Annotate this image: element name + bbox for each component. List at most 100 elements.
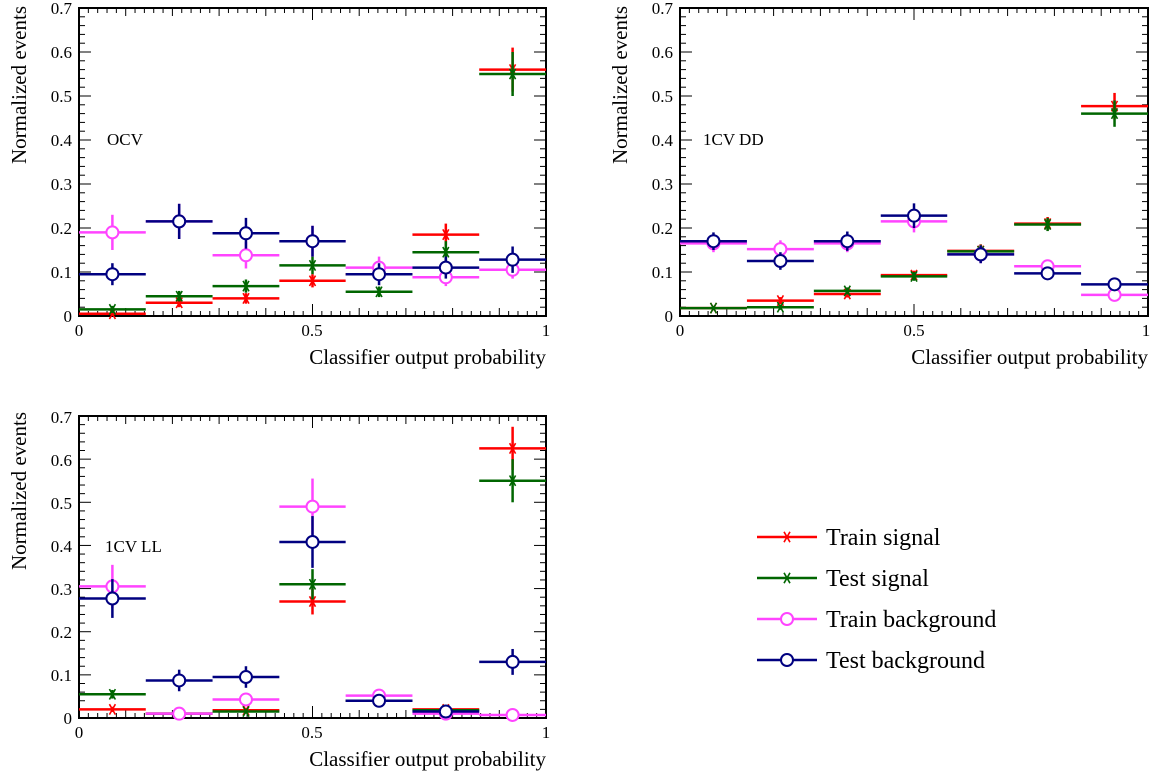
y-tick-label: 0.3 [51, 580, 72, 599]
data-point-test-background [773, 254, 788, 268]
data-point-train-signal [240, 292, 252, 304]
data-point-train-background [105, 225, 120, 240]
data-point-test-background [305, 534, 320, 549]
data-point-test-background [706, 234, 721, 249]
y-tick-label: 0.2 [51, 623, 72, 642]
y-tick-label: 0.2 [51, 219, 72, 238]
y-tick-label: 0.7 [51, 0, 73, 18]
data-point-train-background [305, 499, 320, 514]
data-point-test-signal [240, 280, 252, 292]
panel-1cv-dd: 0 0.1 0.2 0.3 0.4 0.5 0.6 0.7 0 0.5 1 Cl… [608, 0, 1150, 369]
plot-frame [679, 7, 1149, 317]
y-tick-label: 0.5 [51, 87, 72, 106]
y-tick-label: 0.1 [51, 666, 72, 685]
y-axis-title: Normalized events [7, 6, 31, 164]
y-tick-label: 0.3 [652, 175, 673, 194]
data-point-test-background [907, 208, 921, 223]
data-point-test-background [372, 693, 387, 708]
data-point-test-signal [106, 303, 119, 315]
y-axis-title: Normalized events [608, 6, 632, 164]
panel-1cv-ll: 0 0.1 0.2 0.3 0.4 0.5 0.6 0.7 0 0.5 1 Cl… [7, 408, 550, 771]
data-point-test-background [238, 226, 253, 241]
data-point-test-signal [1108, 108, 1121, 120]
series-test-background [79, 203, 546, 286]
y-tick-label: 0.1 [652, 263, 673, 282]
legend-label-train-signal: Train signal [826, 525, 941, 551]
y-tick-label: 0.7 [51, 408, 73, 427]
data-point-train-background [238, 248, 253, 263]
data-point-train-background [505, 707, 520, 722]
x-axis-title: Classifier output probability [309, 345, 546, 369]
data-point-test-signal [1041, 218, 1054, 231]
series-test-background [79, 516, 546, 719]
data-point-train-background [172, 706, 187, 721]
legend-marker-test-background [780, 653, 794, 667]
data-point-test-signal [841, 285, 854, 297]
data-point-test-background [172, 214, 187, 229]
y-tick-label: 0.3 [51, 175, 72, 194]
panel-label: 1CV DD [703, 130, 764, 149]
legend-label-train-background: Train background [826, 607, 996, 633]
panel-label: 1CV LL [105, 537, 162, 556]
data-point-test-background [238, 670, 253, 685]
series-test-signal [79, 52, 546, 315]
x-tick-label: 0 [75, 723, 84, 742]
y-tick-label: 0.4 [51, 131, 73, 150]
y-tick-label: 0.1 [51, 263, 72, 282]
x-tick-label: 1 [542, 321, 551, 340]
data-point-test-signal [173, 290, 186, 302]
x-tick-label: 0.5 [903, 321, 924, 340]
data-point-test-background [105, 591, 120, 606]
data-point-test-background [1107, 277, 1122, 292]
data-point-test-background [840, 234, 855, 249]
x-tick-label: 0.5 [301, 723, 322, 742]
data-point-test-background [973, 247, 988, 262]
y-tick-label: 0.5 [51, 494, 72, 513]
y-tick-label: 0.7 [652, 0, 674, 18]
y-tick-label: 0.6 [51, 451, 72, 470]
data-point-test-signal [707, 302, 720, 314]
x-tick-label: 1 [542, 723, 551, 742]
y-tick-label: 0.2 [652, 219, 673, 238]
legend: Train signal Test signal Train backgroun… [757, 525, 996, 674]
legend-marker-train-signal [781, 531, 793, 543]
y-axis-title: Normalized events [7, 412, 31, 570]
legend-label-test-signal: Test signal [826, 566, 929, 592]
y-tick-label: 0.4 [652, 131, 674, 150]
data-point-train-signal [506, 442, 519, 454]
x-tick-label: 0.5 [301, 321, 322, 340]
data-point-train-signal [439, 229, 452, 241]
legend-marker-train-background [780, 612, 794, 626]
data-point-train-signal [306, 275, 319, 287]
y-tick-label: 0.6 [51, 43, 72, 62]
x-tick-label: 0 [75, 321, 84, 340]
data-point-test-background [438, 260, 453, 275]
data-point-test-signal [908, 270, 920, 282]
data-point-test-background [105, 267, 120, 282]
y-tick-label: 0.4 [51, 537, 73, 556]
data-point-train-background [238, 692, 253, 707]
series-test-background [680, 203, 1148, 292]
data-point-test-background [438, 704, 453, 719]
data-point-train-signal [306, 595, 319, 608]
data-point-test-signal [240, 705, 252, 718]
y-tick-label: 0 [665, 307, 674, 326]
data-point-train-signal [774, 295, 787, 307]
data-point-test-signal [306, 259, 319, 271]
data-point-test-background [305, 234, 320, 249]
x-tick-label: 0 [676, 321, 685, 340]
data-point-test-signal [774, 301, 787, 313]
data-point-train-signal [106, 703, 119, 715]
data-point-test-signal [106, 688, 119, 700]
x-tick-label: 1 [1142, 321, 1151, 340]
legend-label-test-background: Test background [826, 648, 985, 674]
data-point-test-background [1040, 266, 1055, 281]
panel-label: OCV [107, 130, 144, 149]
y-tick-label: 0.6 [652, 43, 673, 62]
data-point-test-signal [506, 475, 519, 487]
data-point-test-background [505, 654, 520, 669]
data-point-test-signal [373, 286, 385, 298]
y-tick-label: 0.5 [652, 87, 673, 106]
data-point-test-signal [506, 68, 519, 80]
